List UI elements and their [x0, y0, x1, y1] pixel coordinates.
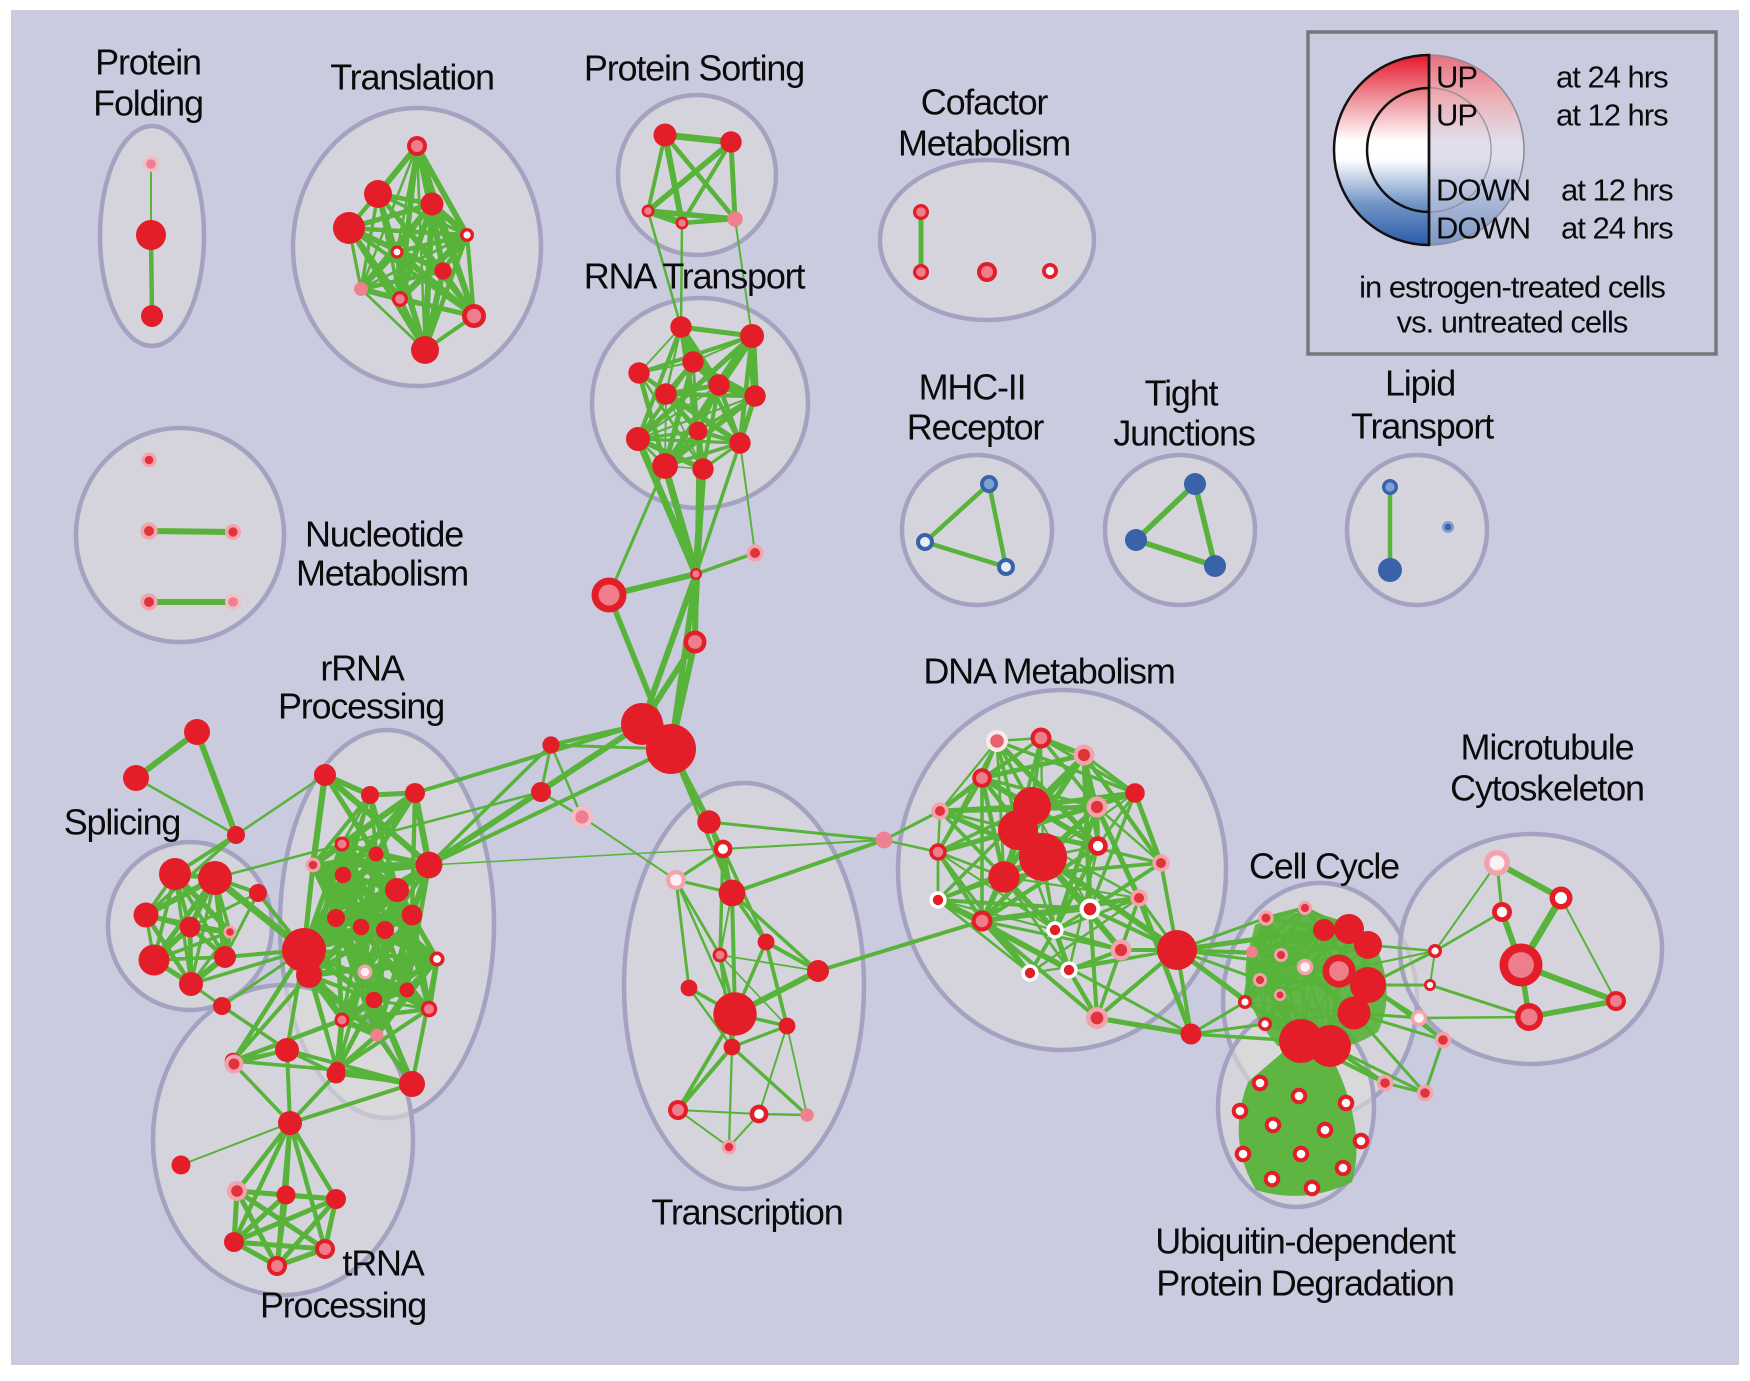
- svg-text:vs. untreated cells: vs. untreated cells: [1397, 305, 1628, 340]
- svg-text:Lipid: Lipid: [1385, 363, 1455, 404]
- svg-text:Receptor: Receptor: [907, 407, 1045, 448]
- svg-text:at 12 hrs: at 12 hrs: [1556, 98, 1668, 133]
- svg-text:Folding: Folding: [93, 83, 203, 124]
- svg-text:Ubiquitin-dependent: Ubiquitin-dependent: [1155, 1221, 1456, 1262]
- svg-text:Protein Degradation: Protein Degradation: [1156, 1263, 1453, 1304]
- svg-text:Processing: Processing: [260, 1285, 426, 1326]
- svg-text:Protein: Protein: [95, 42, 201, 83]
- svg-text:Junctions: Junctions: [1113, 413, 1254, 454]
- svg-text:Microtubule: Microtubule: [1461, 727, 1634, 768]
- svg-text:in estrogen-treated cells: in estrogen-treated cells: [1359, 270, 1665, 305]
- svg-text:Transport: Transport: [1351, 406, 1494, 447]
- svg-text:UP: UP: [1436, 60, 1477, 95]
- svg-text:Splicing: Splicing: [64, 802, 180, 843]
- svg-text:Cytoskeleton: Cytoskeleton: [1450, 768, 1644, 809]
- svg-text:Tight: Tight: [1145, 373, 1219, 414]
- svg-text:UP: UP: [1436, 98, 1477, 133]
- svg-text:tRNA: tRNA: [342, 1243, 424, 1284]
- svg-text:rRNA: rRNA: [320, 648, 404, 689]
- svg-text:DOWN: DOWN: [1436, 173, 1530, 208]
- svg-text:Metabolism: Metabolism: [898, 123, 1070, 164]
- svg-text:Protein Sorting: Protein Sorting: [584, 48, 804, 89]
- svg-text:at 12 hrs: at 12 hrs: [1561, 173, 1673, 208]
- svg-text:DOWN: DOWN: [1436, 211, 1530, 246]
- svg-text:Nucleotide: Nucleotide: [305, 514, 463, 555]
- svg-text:Cell Cycle: Cell Cycle: [1249, 846, 1399, 887]
- svg-text:Processing: Processing: [278, 686, 444, 727]
- svg-text:MHC-II: MHC-II: [919, 367, 1026, 408]
- svg-text:Transcription: Transcription: [651, 1192, 842, 1233]
- svg-text:at 24 hrs: at 24 hrs: [1561, 211, 1673, 246]
- svg-text:Cofactor: Cofactor: [921, 82, 1049, 123]
- svg-text:Translation: Translation: [330, 57, 494, 98]
- svg-text:at 24 hrs: at 24 hrs: [1556, 60, 1668, 95]
- svg-text:RNA Transport: RNA Transport: [584, 256, 806, 297]
- svg-text:Metabolism: Metabolism: [296, 553, 468, 594]
- svg-text:DNA Metabolism: DNA Metabolism: [923, 651, 1174, 692]
